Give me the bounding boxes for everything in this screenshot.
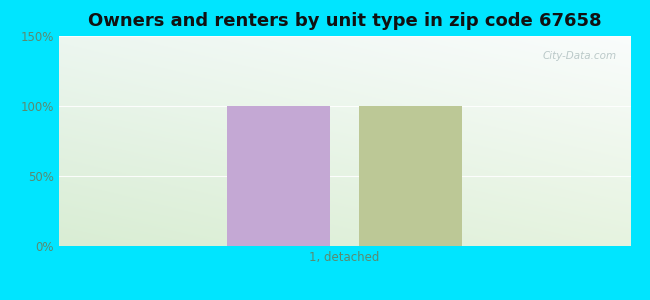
Bar [359,106,461,246]
Bar [227,106,330,246]
Title: Owners and renters by unit type in zip code 67658: Owners and renters by unit type in zip c… [88,12,601,30]
Text: City-Data.com: City-Data.com [542,51,616,61]
